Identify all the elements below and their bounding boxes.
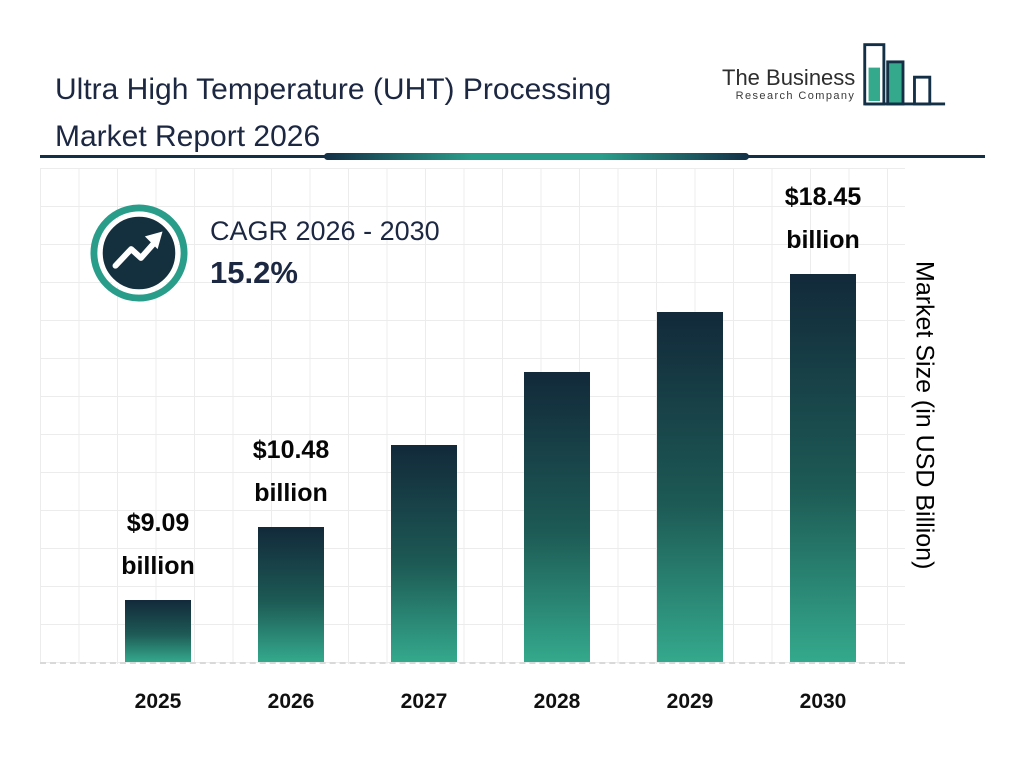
bar-2027 bbox=[391, 445, 457, 662]
x-tick-2030: 2030 bbox=[799, 690, 847, 713]
page-title: Ultra High Temperature (UHT) Processing … bbox=[55, 66, 735, 160]
logo-name-line-2: Research Company bbox=[735, 90, 856, 102]
header-divider bbox=[40, 153, 985, 160]
company-logo-text: The Business Research Company bbox=[722, 65, 856, 103]
cagr-text: CAGR 2026 - 2030 15.2% bbox=[210, 216, 440, 291]
bar-2025 bbox=[125, 600, 191, 662]
x-tick-2029: 2029 bbox=[666, 690, 714, 713]
bar-group-2029: 2029 bbox=[610, 168, 770, 713]
bar-group-2030: $18.45 billion 2030 bbox=[743, 168, 903, 713]
x-tick-2027: 2027 bbox=[400, 690, 448, 713]
cagr-value: 15.2% bbox=[210, 254, 298, 290]
bar-2030 bbox=[790, 274, 856, 662]
x-tick-2026: 2026 bbox=[267, 690, 315, 713]
title-line-1: Ultra High Temperature (UHT) Processing bbox=[55, 73, 612, 107]
bar-group-2026: $10.48 billion 2026 bbox=[211, 168, 371, 713]
bar-group-2025: $9.09 billion 2025 bbox=[78, 168, 238, 713]
bar-group-2028: 2028 bbox=[477, 168, 637, 713]
x-tick-2028: 2028 bbox=[533, 690, 581, 713]
title-line-2: Market Report 2026 bbox=[55, 120, 321, 154]
bar-value-label-2030: $18.45 billion bbox=[784, 183, 862, 254]
bar-value-label-2025: $9.09 billion bbox=[121, 509, 195, 580]
bar-2028 bbox=[524, 372, 590, 662]
cagr-badge: CAGR 2026 - 2030 15.2% bbox=[90, 204, 440, 302]
bar-2029 bbox=[657, 312, 723, 662]
logo-name-line-1: The Business bbox=[722, 65, 856, 90]
logo-bars-icon bbox=[863, 43, 946, 106]
bar-chart: CAGR 2026 - 2030 15.2% $9.09 billion 2025 $… bbox=[40, 168, 905, 713]
trend-up-icon bbox=[90, 204, 188, 302]
bar-value-label-2026: $10.48 billion bbox=[252, 436, 330, 507]
y-axis-label: Market Size (in USD Billion) bbox=[910, 260, 939, 570]
bar-2026 bbox=[258, 527, 324, 662]
company-logo: The Business Research Company bbox=[722, 40, 947, 122]
x-tick-2025: 2025 bbox=[134, 690, 182, 713]
cagr-label: CAGR 2026 - 2030 bbox=[210, 215, 440, 246]
bar-group-2027: 2027 bbox=[344, 168, 504, 713]
